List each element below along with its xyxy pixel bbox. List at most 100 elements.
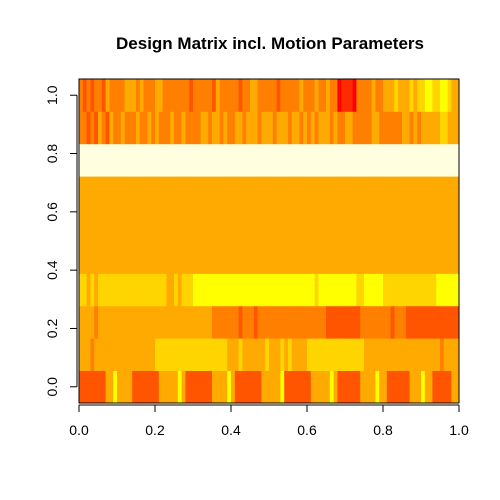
heatmap-cell — [246, 338, 251, 371]
heatmap-cell — [238, 176, 243, 209]
heatmap-cell — [295, 338, 300, 371]
heatmap-cell — [455, 305, 460, 339]
heatmap-cell — [269, 241, 274, 274]
heatmap-cell — [451, 305, 456, 339]
heatmap-cell — [151, 370, 156, 404]
heatmap-cell — [132, 79, 137, 112]
heatmap-cell — [364, 176, 369, 209]
heatmap-cell — [181, 176, 186, 209]
heatmap-cell — [432, 305, 437, 339]
heatmap-cell — [238, 111, 243, 145]
heatmap-cell — [223, 273, 228, 307]
heatmap-cell — [242, 338, 247, 371]
heatmap-cell — [90, 241, 95, 274]
heatmap-cell — [132, 208, 137, 242]
heatmap-cell — [428, 79, 433, 112]
heatmap-cell — [310, 273, 315, 307]
heatmap-cell — [432, 79, 437, 112]
heatmap-cell — [120, 241, 125, 274]
heatmap-cell — [234, 305, 239, 339]
heatmap-cell — [132, 370, 137, 404]
heatmap-cell — [451, 370, 456, 404]
heatmap-cell — [166, 338, 171, 371]
heatmap-cell — [212, 305, 217, 339]
heatmap-cell — [204, 208, 209, 242]
heatmap-cell — [314, 79, 319, 112]
heatmap-cell — [200, 241, 205, 274]
heatmap-cell — [177, 241, 182, 274]
heatmap-cell — [261, 305, 266, 339]
heatmap-cell — [90, 176, 95, 209]
heatmap-cell — [113, 176, 118, 209]
heatmap-cell — [455, 79, 460, 112]
heatmap-cell — [364, 273, 369, 307]
heatmap-cell — [181, 338, 186, 371]
heatmap-cell — [299, 208, 304, 242]
heatmap-cell — [276, 143, 281, 177]
heatmap-cell — [360, 111, 365, 145]
heatmap-cell — [231, 208, 236, 242]
heatmap-cell — [200, 338, 205, 371]
heatmap-cell — [295, 208, 300, 242]
heatmap-cell — [212, 143, 217, 177]
heatmap-cell — [113, 370, 118, 404]
heatmap-cell — [280, 305, 285, 339]
heatmap-cell — [101, 273, 106, 307]
heatmap-cell — [413, 370, 418, 404]
x-tick-label: 0.4 — [221, 422, 241, 438]
heatmap-cell — [356, 305, 361, 339]
heatmap-cell — [272, 176, 277, 209]
heatmap-cell — [185, 143, 190, 177]
heatmap-cell — [375, 338, 380, 371]
heatmap-cell — [398, 273, 403, 307]
heatmap-cell — [113, 305, 118, 339]
heatmap-cell — [98, 273, 103, 307]
heatmap-cell — [82, 143, 87, 177]
heatmap-cell — [246, 305, 251, 339]
heatmap-cell — [170, 111, 175, 145]
heatmap-cell — [432, 273, 437, 307]
heatmap-cell — [238, 79, 243, 112]
heatmap-cell — [314, 305, 319, 339]
heatmap-cell — [421, 176, 426, 209]
y-axis: 0.0 0.2 0.4 0.6 0.8 1.0 — [44, 85, 78, 397]
heatmap-cell — [291, 79, 296, 112]
heatmap-cell — [185, 208, 190, 242]
heatmap-cell — [231, 338, 236, 371]
heatmap-cell — [405, 241, 410, 274]
heatmap-cell — [413, 143, 418, 177]
heatmap-cell — [215, 176, 220, 209]
heatmap-cell — [113, 111, 118, 145]
heatmap-cell — [333, 338, 338, 371]
heatmap-cell — [174, 338, 179, 371]
heatmap-cell — [158, 79, 163, 112]
heatmap-cell — [193, 176, 198, 209]
heatmap-cell — [269, 79, 274, 112]
heatmap-cell — [440, 305, 445, 339]
heatmap-cell — [409, 338, 414, 371]
heatmap-cell — [227, 143, 232, 177]
heatmap-cell — [291, 338, 296, 371]
heatmap-cell — [231, 273, 236, 307]
heatmap-cell — [383, 79, 388, 112]
heatmap-cell — [390, 241, 395, 274]
heatmap-cell — [402, 370, 407, 404]
heatmap-cell — [360, 241, 365, 274]
heatmap-cell — [250, 208, 255, 242]
heatmap-cell — [177, 208, 182, 242]
heatmap-cell — [352, 143, 357, 177]
heatmap-cell — [367, 79, 372, 112]
heatmap-cell — [379, 208, 384, 242]
heatmap-cell — [329, 273, 334, 307]
heatmap-cell — [193, 111, 198, 145]
heatmap-cell — [272, 208, 277, 242]
heatmap-cell — [250, 241, 255, 274]
heatmap-cell — [223, 79, 228, 112]
heatmap-cell — [204, 176, 209, 209]
heatmap-cell — [398, 241, 403, 274]
heatmap-cell — [120, 370, 125, 404]
heatmap-cell — [417, 79, 422, 112]
heatmap-cell — [155, 305, 160, 339]
heatmap-cell — [79, 143, 84, 177]
heatmap-cell — [196, 176, 201, 209]
